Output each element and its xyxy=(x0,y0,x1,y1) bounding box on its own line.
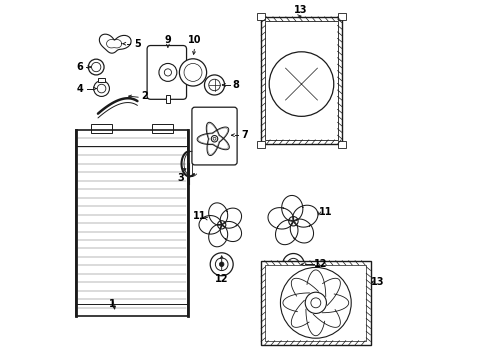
Circle shape xyxy=(283,253,304,275)
Text: 12: 12 xyxy=(215,274,228,284)
Bar xyxy=(338,13,346,21)
FancyBboxPatch shape xyxy=(147,45,187,99)
Circle shape xyxy=(210,253,233,276)
Circle shape xyxy=(179,59,207,86)
Text: 2: 2 xyxy=(141,91,148,101)
Circle shape xyxy=(88,59,104,75)
FancyBboxPatch shape xyxy=(192,107,237,165)
Circle shape xyxy=(280,267,351,338)
Bar xyxy=(257,13,266,21)
Circle shape xyxy=(94,81,109,96)
Bar xyxy=(261,261,370,345)
Text: 6: 6 xyxy=(76,62,83,72)
Text: 4: 4 xyxy=(76,84,83,94)
Circle shape xyxy=(305,292,326,314)
Circle shape xyxy=(218,221,226,229)
Bar xyxy=(91,125,112,134)
Circle shape xyxy=(311,298,321,308)
Circle shape xyxy=(220,262,224,266)
Text: 5: 5 xyxy=(134,39,141,49)
Text: 13: 13 xyxy=(294,5,307,15)
Text: 8: 8 xyxy=(233,80,240,90)
Circle shape xyxy=(204,75,224,95)
Circle shape xyxy=(159,63,177,81)
Text: 9: 9 xyxy=(165,35,172,45)
Text: 11: 11 xyxy=(319,207,332,217)
Text: 11: 11 xyxy=(194,211,207,221)
Circle shape xyxy=(269,52,334,116)
Bar xyxy=(76,130,188,316)
Text: 7: 7 xyxy=(242,130,248,140)
Bar xyxy=(257,140,266,148)
Bar xyxy=(98,78,105,82)
Text: 1: 1 xyxy=(109,299,116,309)
Bar xyxy=(338,140,346,148)
Text: 13: 13 xyxy=(371,277,385,287)
Circle shape xyxy=(291,262,295,266)
Bar xyxy=(261,17,342,144)
Text: 10: 10 xyxy=(188,35,201,45)
Circle shape xyxy=(289,216,298,226)
Bar xyxy=(166,95,170,103)
Text: 3: 3 xyxy=(177,173,184,183)
Bar xyxy=(152,125,173,134)
Circle shape xyxy=(211,135,218,142)
Bar xyxy=(266,265,366,341)
Text: 12: 12 xyxy=(314,259,327,269)
Bar xyxy=(266,21,338,140)
